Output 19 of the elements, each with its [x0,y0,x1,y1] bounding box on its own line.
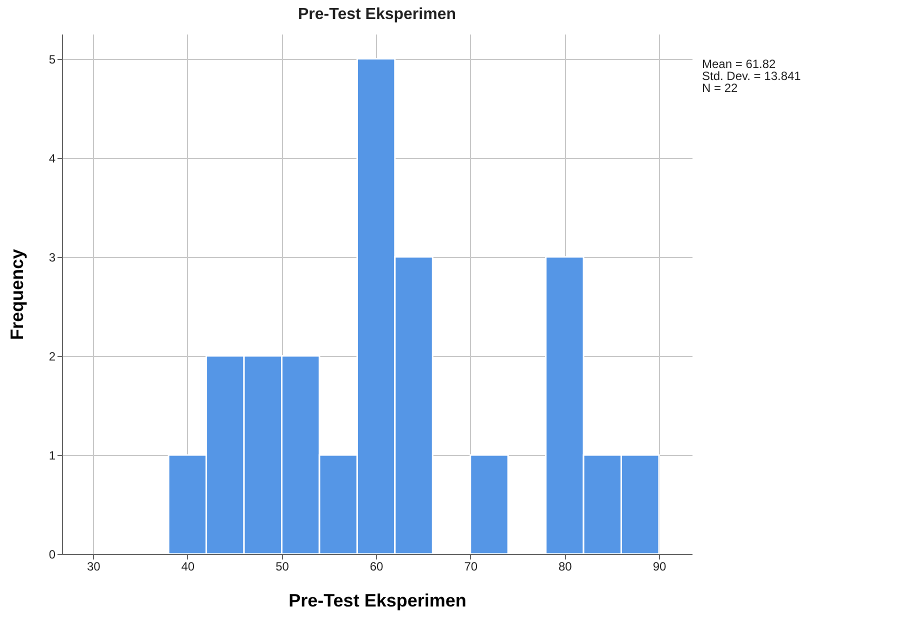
y-axis-title: Frequency [6,248,27,340]
y-tick-label: 5 [48,52,56,66]
y-tick-label: 2 [48,349,56,364]
y-tick-label: 1 [48,448,56,462]
y-tick-label: 3 [48,250,56,264]
x-tick-label: 40 [181,560,195,574]
text: N = 22 [702,81,738,95]
x-axis-title: Pre-Test Eksperimen [288,590,466,610]
text: Mean = 61.82 [702,57,776,71]
x-tick-label: 60 [370,560,384,574]
text: Std. Dev. = 13.841 [702,69,802,83]
x-tick-label: 80 [558,560,572,574]
x-tick-label: 50 [276,560,290,574]
x-tick-label: 30 [86,560,101,574]
x-tick-label: 90 [652,560,666,574]
y-tick-label: 4 [48,151,56,166]
x-tick-label: 70 [464,560,478,574]
chart-title: Pre-Test Eksperimen [298,6,456,23]
y-tick-label: 0 [48,548,56,562]
